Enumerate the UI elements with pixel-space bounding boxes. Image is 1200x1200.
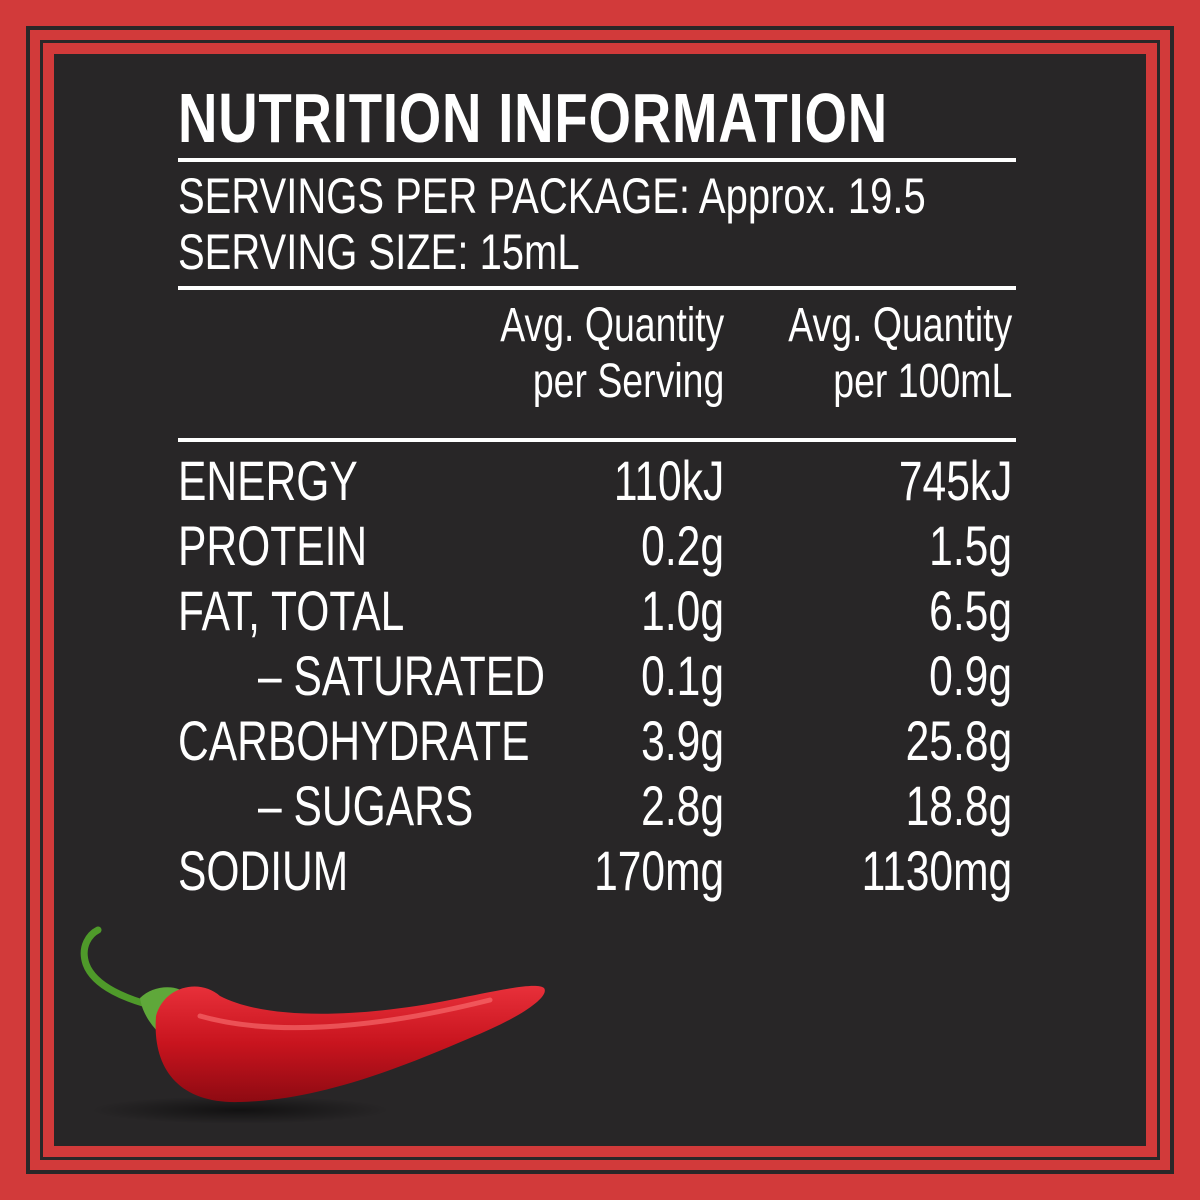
value-per-100ml: 6.5g bbox=[929, 579, 1012, 642]
nutrient-row: – SUGARS 2.8g 18.8g bbox=[178, 773, 1016, 838]
inner-frame-line bbox=[40, 40, 1160, 1160]
nutrient-row: PROTEIN 0.2g 1.5g bbox=[178, 513, 1016, 578]
nutrient-name: PROTEIN bbox=[178, 514, 368, 577]
chili-highlight bbox=[197, 997, 493, 1031]
column-header-per-100ml: Avg. Quantity per 100mL bbox=[788, 298, 1012, 410]
nutrient-name: FAT, TOTAL bbox=[178, 579, 405, 642]
nutrient-row: – SATURATED 0.1g 0.9g bbox=[178, 643, 1016, 708]
value-per-100ml: 18.8g bbox=[905, 774, 1012, 837]
nutrition-information-label: NUTRITION INFORMATION SERVINGS PER PACKA… bbox=[178, 78, 1016, 903]
chili-pepper-icon bbox=[80, 926, 545, 1124]
nutrient-row: FAT, TOTAL 1.0g 6.5g bbox=[178, 578, 1016, 643]
nutrient-name: SODIUM bbox=[178, 839, 349, 902]
column-header-per-serving: Avg. Quantity per Serving bbox=[500, 298, 724, 410]
nutrient-row: ENERGY 110kJ 745kJ bbox=[178, 448, 1016, 513]
nutrient-name: – SUGARS bbox=[258, 774, 474, 837]
header-divider bbox=[178, 438, 1016, 442]
nutrient-rows: ENERGY 110kJ 745kJ PROTEIN 0.2g 1.5g FAT… bbox=[178, 448, 1016, 903]
nutrient-name: – SATURATED bbox=[258, 644, 545, 707]
nutrition-panel-background bbox=[54, 54, 1146, 1146]
column-header-row: Avg. Quantity per Serving Avg. Quantity … bbox=[178, 290, 1016, 438]
column-header-line: Avg. Quantity bbox=[787, 299, 1012, 352]
value-per-serving: 0.1g bbox=[641, 644, 724, 707]
chili-stem bbox=[80, 926, 166, 1012]
value-per-serving: 0.2g bbox=[641, 514, 724, 577]
servings-per-package: SERVINGS PER PACKAGE: Approx. 19.5 bbox=[178, 168, 926, 224]
value-per-serving: 170mg bbox=[593, 839, 724, 902]
value-per-100ml: 0.9g bbox=[929, 644, 1012, 707]
column-header-line: per Serving bbox=[532, 355, 724, 408]
value-per-100ml: 1130mg bbox=[861, 839, 1012, 902]
value-per-serving: 3.9g bbox=[641, 709, 724, 772]
serving-divider bbox=[178, 286, 1016, 290]
chili-body bbox=[155, 985, 545, 1103]
value-per-serving: 2.8g bbox=[641, 774, 724, 837]
panel-title: NUTRITION INFORMATION bbox=[178, 79, 888, 157]
title-divider bbox=[178, 158, 1016, 162]
nutrient-name: ENERGY bbox=[178, 449, 358, 512]
chili-shadow bbox=[90, 1096, 390, 1124]
column-header-line: per 100mL bbox=[833, 355, 1012, 408]
value-per-100ml: 745kJ bbox=[898, 449, 1012, 512]
nutrient-row: SODIUM 170mg 1130mg bbox=[178, 838, 1016, 903]
value-per-100ml: 25.8g bbox=[905, 709, 1012, 772]
nutrient-row: CARBOHYDRATE 3.9g 25.8g bbox=[178, 708, 1016, 773]
nutrient-name: CARBOHYDRATE bbox=[178, 709, 530, 772]
outer-frame-line bbox=[26, 26, 1174, 1174]
column-header-line: Avg. Quantity bbox=[499, 299, 724, 352]
serving-size: SERVING SIZE: 15mL bbox=[178, 224, 580, 280]
value-per-100ml: 1.5g bbox=[929, 514, 1012, 577]
value-per-serving: 110kJ bbox=[613, 449, 724, 512]
value-per-serving: 1.0g bbox=[641, 579, 724, 642]
